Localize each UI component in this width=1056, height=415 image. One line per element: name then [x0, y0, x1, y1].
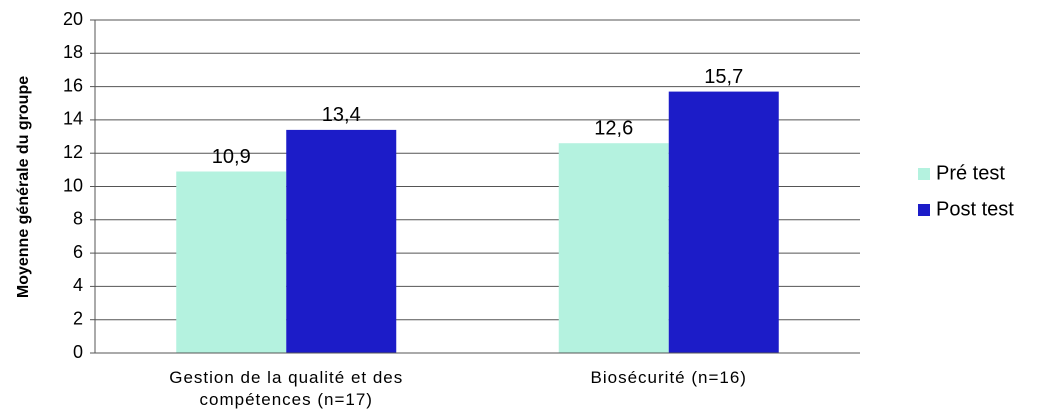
y-tick-label: 6 [73, 242, 83, 262]
bar [286, 129, 397, 353]
x-tick-label: Gestion de la qualité et des compétences… [169, 368, 404, 409]
value-label: 10,9 [212, 146, 251, 168]
bar [668, 91, 779, 353]
value-label: 13,4 [322, 104, 361, 126]
y-tick-label: 12 [63, 142, 83, 162]
legend-label: Pré test [936, 162, 1005, 184]
value-label: 12,6 [594, 117, 633, 139]
legend-swatch [918, 168, 930, 180]
y-tick-label: 0 [73, 342, 83, 362]
legend-label: Post test [936, 198, 1014, 220]
y-tick-label: 18 [63, 42, 83, 62]
legend-swatch [918, 204, 930, 216]
y-tick-label: 8 [73, 209, 83, 229]
y-tick-label: 4 [73, 275, 83, 295]
y-tick-label: 16 [63, 75, 83, 95]
y-tick-label: 10 [63, 175, 83, 195]
value-label: 15,7 [704, 66, 743, 88]
y-tick-label: 2 [73, 308, 83, 328]
bar [558, 143, 669, 353]
y-tick-label: 14 [63, 109, 83, 129]
bar [176, 171, 287, 353]
x-tick-label: Biosécurité (n=16) [590, 368, 747, 387]
y-axis-label: Moyenne générale du groupe [15, 76, 32, 298]
y-tick-label: 20 [63, 9, 83, 29]
